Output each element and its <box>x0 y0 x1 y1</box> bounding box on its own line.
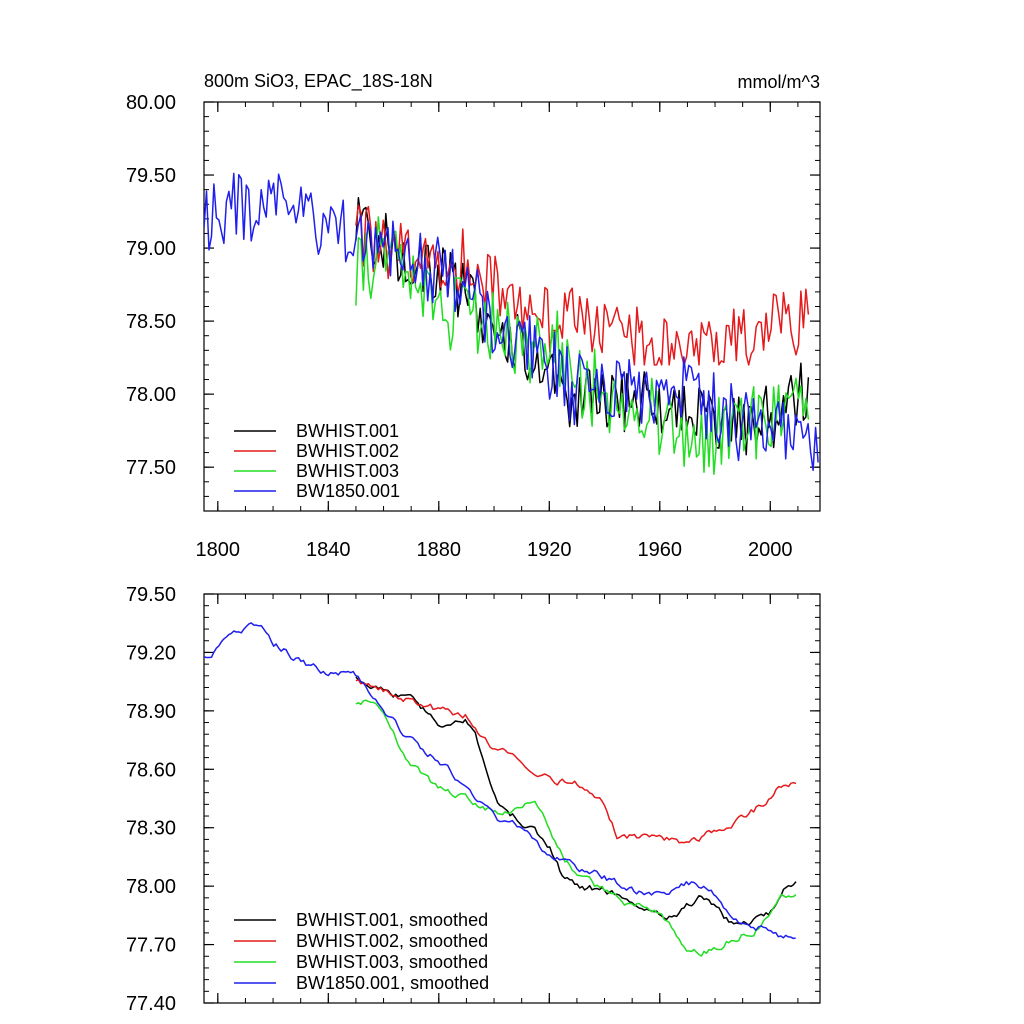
top-series-line-2 <box>355 204 810 366</box>
top-xtick-label: 1840 <box>306 539 351 561</box>
bot-ytick-label: 79.20 <box>126 642 176 664</box>
bot-ytick-label: 77.70 <box>126 935 176 957</box>
top-ytick-label: 79.50 <box>126 165 176 187</box>
bottom-plot-frame <box>203 593 821 1004</box>
top-legend-label: BWHIST.002 <box>296 441 399 461</box>
bot-series-line-2 <box>355 679 797 844</box>
bot-ytick-label: 78.30 <box>126 818 176 840</box>
bot-ytick-label: 78.90 <box>126 701 176 723</box>
top-xtick-label: 2000 <box>748 539 793 561</box>
top-legend-label: BW1850.001 <box>296 481 400 501</box>
top-units: mmol/m^3 <box>738 72 820 92</box>
top-ytick-label: 78.00 <box>126 384 176 406</box>
bottom-panel: 77.40 77.70 78.00 78.30 78.60 78.90 79.20 79.50… <box>126 584 821 1015</box>
top-series-line-4 <box>204 172 819 472</box>
bot-ytick-label: 78.00 <box>126 876 176 898</box>
top-ytick-label: 80.00 <box>126 92 176 114</box>
bot-ytick-label: 79.50 <box>126 584 176 606</box>
bot-series-line-1 <box>355 676 797 927</box>
bot-legend-label: BWHIST.002, smoothed <box>296 931 488 951</box>
top-ytick-label: 78.50 <box>126 311 176 333</box>
top-series-lines <box>204 172 819 476</box>
top-xtick-label: 1800 <box>196 539 241 561</box>
bot-legend-label: BWHIST.003, smoothed <box>296 952 488 972</box>
bot-ytick-label: 77.40 <box>126 993 176 1015</box>
top-xtick-label: 1960 <box>638 539 683 561</box>
bottom-axis-ticks: 77.40 77.70 78.00 78.30 78.60 78.90 79.20 79.50 <box>126 584 820 1015</box>
top-ytick-label: 77.50 <box>126 457 176 479</box>
bot-legend-label: BW1850.001, smoothed <box>296 973 489 993</box>
bot-series-line-3 <box>355 699 797 957</box>
bottom-series-lines <box>204 622 797 957</box>
top-axis-ticks: 77.50 78.00 78.50 79.00 79.50 80.00 1800 1840 18… <box>126 92 820 561</box>
top-xtick-label: 1880 <box>417 539 462 561</box>
top-legend-label: BWHIST.003 <box>296 461 399 481</box>
top-xtick-label: 1920 <box>527 539 572 561</box>
top-title: 800m SiO3, EPAC_18S-18N <box>204 71 433 92</box>
bot-legend-label: BWHIST.001, smoothed <box>296 910 488 930</box>
top-panel: 800m SiO3, EPAC_18S-18N mmol/m^3 77.50 78… <box>126 71 821 561</box>
bot-ytick-label: 78.60 <box>126 759 176 781</box>
bot-series-line-4 <box>204 622 796 940</box>
top-legend-label: BWHIST.001 <box>296 421 399 441</box>
top-ytick-label: 79.00 <box>126 238 176 260</box>
